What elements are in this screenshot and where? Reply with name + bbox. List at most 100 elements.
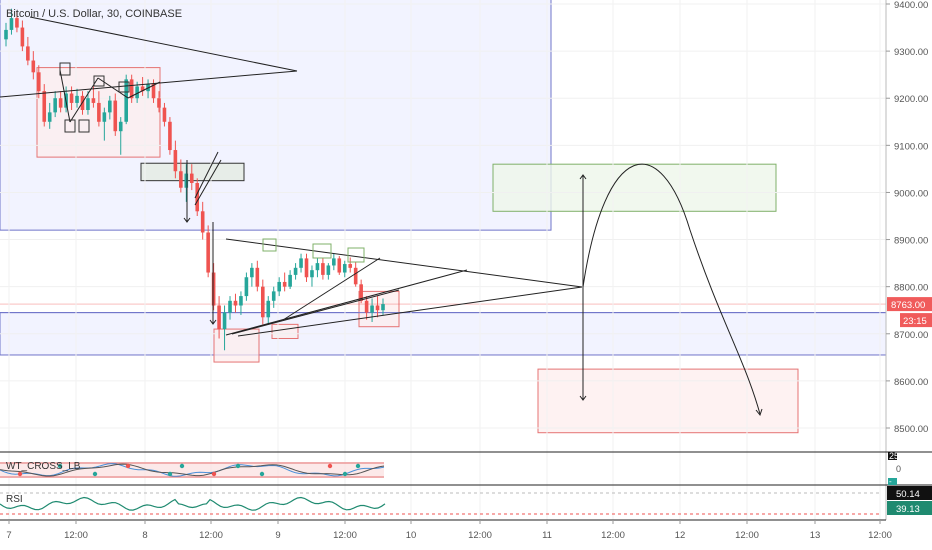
pattern-leg [69, 77, 99, 123]
candle-body [315, 263, 320, 271]
price-tick-label: 8500.00 [894, 424, 928, 435]
candle-body [124, 79, 129, 122]
grid-layer [0, 0, 886, 520]
candle-body [20, 27, 25, 47]
zone-low-box [213, 328, 260, 363]
price-tick-label: 8600.00 [894, 377, 928, 388]
wedge-lower-3 [237, 286, 583, 337]
candle-body [244, 277, 249, 297]
wt-cross-pane[interactable]: WT_CROSS_LB 25 0- [0, 451, 932, 486]
last-price-badge [887, 297, 932, 312]
time-tick-label: 9 [275, 530, 280, 541]
wedge-lower-1 [225, 269, 468, 336]
wt-cross-dot [355, 463, 361, 469]
wt-cross-dot [125, 463, 131, 469]
candle-body [370, 305, 374, 313]
candle-body [239, 296, 243, 306]
price-tick-label: 9300.00 [894, 47, 928, 58]
candle-body [168, 121, 172, 151]
trendline-upper-fan [0, 70, 298, 98]
marker-box [93, 75, 105, 87]
wt-cross-dot [57, 463, 63, 469]
candle-body [69, 93, 74, 103]
price-tick-label: 9200.00 [894, 94, 928, 105]
pattern-leg [59, 69, 71, 123]
candle-body [53, 98, 57, 113]
candle-body [47, 112, 52, 122]
candle-body [233, 300, 238, 306]
candle-body [222, 312, 227, 330]
arrow-down-target-head [579, 395, 587, 401]
candle-body [200, 211, 205, 233]
candle-body [162, 107, 167, 122]
price-tick-label: 8800.00 [894, 283, 928, 294]
price-tick-label: 8700.00 [894, 330, 928, 341]
time-tick-label: 13 [810, 530, 821, 541]
candle-body [217, 305, 221, 330]
candle-body [195, 183, 200, 212]
candle-body [304, 258, 309, 278]
price-badges: 8763.00 23:15 [887, 297, 932, 328]
candle-body [359, 284, 363, 301]
candle-body [353, 267, 358, 285]
candle-body [36, 72, 41, 92]
rsi-indicator-name: RSI [6, 494, 23, 505]
marker-box [262, 238, 277, 252]
marker-box [78, 119, 90, 133]
rsi-value-badge [887, 486, 932, 500]
countdown-badge-label: 23:15 [903, 316, 927, 327]
pattern-leg [97, 77, 129, 99]
candle-body [266, 300, 271, 318]
candle-body [332, 258, 336, 266]
rsi-pane[interactable]: RSI 50.14 39.13 [0, 486, 932, 521]
candle-body [342, 264, 347, 273]
wt-axis-label: 0 [896, 464, 901, 474]
zone-target-down [537, 368, 799, 434]
rsi-value-label: 50.14 [896, 489, 920, 500]
time-tick-label: 12:00 [199, 530, 223, 541]
wedge-upper [225, 238, 583, 288]
candle-body [58, 98, 63, 108]
candle-body [31, 60, 36, 73]
rsi-value-label: 39.13 [896, 504, 920, 515]
candle-body [381, 304, 385, 311]
time-axis[interactable]: 7 12:00 8 12:00 9 12:00 10 12:00 11 12:00 12 12:00 1… [6, 520, 892, 541]
price-axis[interactable]: 9400.00 9300.00 9200.00 9100.00 9000.00 8900.… [885, 0, 932, 550]
candle-body [277, 281, 281, 292]
symbol-title: Bitcoin / U.S. Dollar, 30, COINBASE [6, 8, 182, 20]
trendline-top [29, 16, 298, 72]
wt2-line [0, 463, 385, 477]
marker-box [312, 243, 332, 259]
projection-curve [582, 163, 761, 415]
candle-body [140, 86, 145, 92]
candle-body [288, 274, 292, 287]
price-tick-label: 9100.00 [894, 141, 928, 152]
candles-layer [4, 8, 385, 351]
candle-body [75, 95, 79, 103]
candle-body [42, 91, 47, 122]
arrow-down-2-head [209, 319, 217, 325]
rsi-value-badge [887, 501, 932, 515]
wt-cross-dot [92, 471, 98, 477]
time-tick-label: 12:00 [64, 530, 88, 541]
candle-body [326, 265, 331, 275]
wt-cross-dot [167, 471, 173, 477]
candle-body [348, 264, 353, 268]
candle-body [179, 171, 183, 188]
wt-axis-label: - [889, 477, 892, 486]
time-tick-label: 8 [142, 530, 147, 541]
last-price-badge-label: 8763.00 [891, 300, 925, 311]
candle-body [375, 305, 380, 311]
time-tick-label: 10 [406, 530, 417, 541]
wt-cross-dot [235, 463, 241, 469]
wt-cross-dot [342, 471, 348, 477]
candle-body [228, 300, 232, 313]
candle-body [113, 100, 118, 132]
time-tick-label: 12:00 [868, 530, 892, 541]
wt-axis-marker [888, 452, 897, 460]
candle-body [211, 272, 216, 306]
candle-body [129, 79, 134, 99]
price-axis-bg [886, 0, 932, 550]
candle-body [102, 112, 107, 122]
